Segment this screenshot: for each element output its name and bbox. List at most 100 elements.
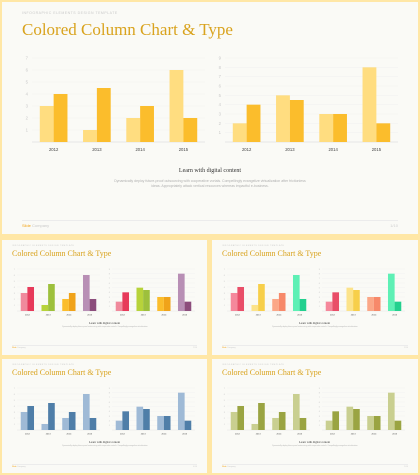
y-tick-label: 2 (319, 301, 321, 303)
y-tick-label: 7 (14, 269, 16, 271)
bar-2013-series-2 (48, 403, 55, 430)
footer-divider (222, 464, 408, 465)
bar-2014-series-2 (333, 114, 347, 142)
bar-2012-series-1 (115, 301, 123, 311)
column-chart-right: 9 8 7 6 5 4 3 2 1 2012 2013 2014 2015 (219, 55, 398, 152)
y-tick-label: 1 (109, 306, 111, 308)
y-tick-label: 3 (319, 416, 321, 418)
footer-brand: Slide Company (222, 466, 236, 468)
column-chart-left: 7 6 5 4 3 2 1 2012 2013 2014 2015 (224, 269, 310, 317)
bar-2013-series-1 (346, 406, 354, 430)
thumbnail-slide-olive[interactable]: INFOGRAPHIC ELEMENTS DESIGN TEMPLATE Col… (212, 359, 418, 473)
bar-2013-series-1 (41, 305, 49, 311)
y-tick-label: 6 (224, 275, 226, 277)
y-tick-label: 9 (319, 388, 321, 390)
y-tick-label: 3 (109, 416, 111, 418)
bar-2015-series-1 (82, 394, 90, 430)
bar-2012-series-1 (325, 420, 333, 430)
bar-2015-series-2 (394, 420, 402, 430)
x-tick-label: 2014 (161, 434, 167, 436)
y-tick-label: 1 (109, 425, 111, 427)
y-tick-label: 9 (109, 388, 111, 390)
column-chart-left: 7 6 5 4 3 2 1 2012 2013 2014 2015 (224, 388, 310, 436)
x-tick-label: 2014 (371, 315, 377, 317)
caption-body: Dynamically deploy future-proof outsourc… (62, 326, 148, 328)
x-tick-label: 2012 (235, 315, 241, 317)
x-tick-label: 2013 (92, 147, 102, 152)
footer-divider (22, 220, 398, 221)
y-tick-label: 6 (224, 394, 226, 396)
y-tick-label: 5 (109, 287, 111, 289)
y-tick-label: 1 (14, 305, 16, 307)
y-tick-label: 5 (109, 406, 111, 408)
y-tick-label: 5 (319, 287, 321, 289)
bar-2013-series-2 (143, 290, 150, 311)
y-tick-label: 2 (224, 418, 226, 420)
y-tick-label: 3 (224, 293, 226, 295)
x-tick-label: 2015 (179, 147, 189, 152)
y-tick-label: 4 (109, 292, 111, 294)
column-chart-right: 9 8 7 6 5 4 3 2 1 2012 2013 2014 2015 (109, 388, 195, 436)
x-tick-label: 2014 (135, 147, 145, 152)
footer-brand: Slide Company (12, 466, 26, 468)
bar-2012-series-2 (237, 406, 245, 430)
x-tick-label: 2012 (25, 434, 31, 436)
y-tick-label: 7 (26, 55, 29, 60)
thumbnail-slide-pink-green[interactable]: INFOGRAPHIC ELEMENTS DESIGN TEMPLATE Col… (212, 240, 418, 355)
brand-rest: Company (227, 347, 236, 349)
bar-2015-series-1 (177, 392, 185, 430)
y-tick-label: 7 (219, 74, 222, 79)
x-tick-label: 2015 (392, 434, 398, 436)
y-tick-label: 1 (219, 130, 222, 135)
bar-2014-series-1 (319, 114, 334, 142)
bar-2013-series-2 (258, 403, 265, 430)
bar-2013-series-2 (353, 290, 360, 311)
x-tick-label: 2015 (297, 434, 303, 436)
thumbnail-slide-red[interactable]: INFOGRAPHIC ELEMENTS DESIGN TEMPLATE Col… (2, 240, 207, 355)
bar-2015-series-1 (292, 275, 300, 311)
y-tick-label: 6 (319, 283, 321, 285)
slide-subheading: INFOGRAPHIC ELEMENTS DESIGN TEMPLATE (12, 364, 75, 366)
x-tick-label: 2015 (392, 315, 398, 317)
y-tick-label: 1 (319, 425, 321, 427)
bar-2013-series-1 (83, 130, 97, 142)
bar-2012-series-1 (325, 301, 333, 311)
bar-2015-series-1 (292, 394, 300, 430)
caption-title: Learn with digital content (298, 321, 331, 325)
bar-2012-series-1 (20, 412, 28, 430)
footer-divider (12, 345, 197, 346)
bar-2015-series-2 (394, 301, 402, 311)
footer-divider (12, 464, 197, 465)
bar-2014-series-2 (163, 297, 171, 311)
column-chart-left: 7 6 5 4 3 2 1 2012 2013 2014 2015 (14, 269, 100, 317)
bar-2013-series-2 (258, 284, 265, 311)
y-tick-label: 3 (14, 293, 16, 295)
thumbnail-slide-blue[interactable]: INFOGRAPHIC ELEMENTS DESIGN TEMPLATE Col… (2, 359, 207, 473)
y-tick-label: 3 (319, 297, 321, 299)
y-tick-label: 6 (219, 83, 222, 88)
bar-2013-series-2 (143, 409, 150, 430)
y-tick-label: 1 (319, 306, 321, 308)
y-tick-label: 7 (109, 397, 111, 399)
bar-2013-series-1 (346, 287, 354, 311)
y-tick-label: 2 (109, 301, 111, 303)
y-tick-label: 2 (219, 121, 222, 126)
y-tick-label: 7 (319, 278, 321, 280)
bar-2012-series-1 (39, 106, 54, 142)
bar-2013-series-2 (48, 284, 55, 311)
x-tick-label: 2015 (372, 147, 382, 152)
bar-2012-series-1 (230, 412, 238, 430)
bar-2014-series-1 (157, 297, 164, 311)
x-tick-label: 2013 (285, 147, 295, 152)
y-tick-label: 8 (319, 273, 321, 275)
y-tick-label: 3 (224, 412, 226, 414)
y-tick-label: 5 (219, 93, 222, 98)
x-tick-label: 2014 (161, 315, 167, 317)
y-tick-label: 1 (224, 424, 226, 426)
bar-2015-series-2 (183, 118, 198, 142)
main-slide[interactable]: INFOGRAPHIC ELEMENTS DESIGN TEMPLATE Col… (2, 2, 418, 234)
bar-2013-series-2 (96, 88, 111, 142)
page-number: 5/10 (404, 466, 408, 468)
bar-2012-series-2 (122, 411, 130, 430)
bar-2014-series-2 (373, 416, 381, 430)
